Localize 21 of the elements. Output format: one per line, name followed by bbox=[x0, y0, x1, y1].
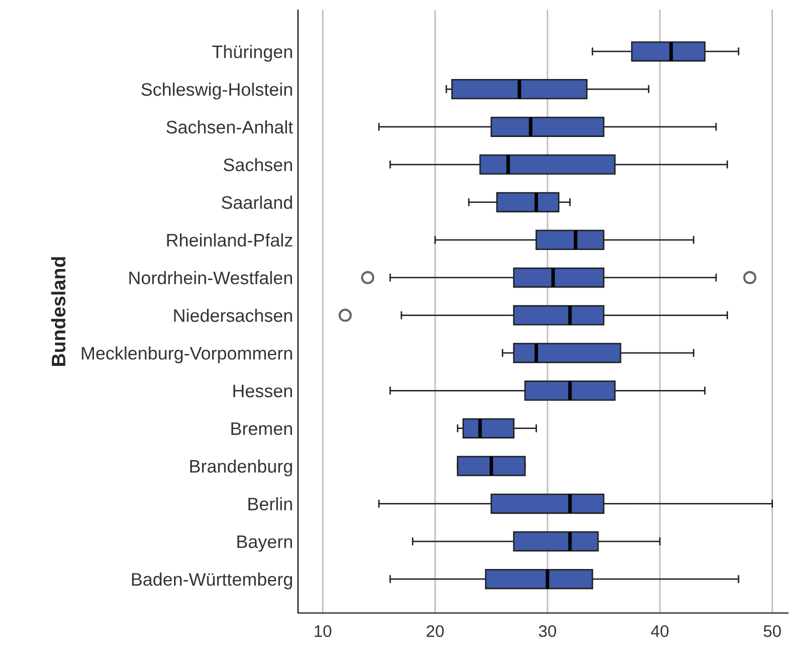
x-tick-label: 50 bbox=[764, 625, 781, 638]
y-tick-label: Rheinland-Pfalz bbox=[167, 233, 292, 247]
y-tick-label: Schleswig-Holstein bbox=[141, 82, 292, 100]
x-tick-label: 10 bbox=[314, 625, 332, 638]
y-tick-label: Thüringen bbox=[212, 44, 292, 62]
y-tick-label: Nordrhein-Westfalen bbox=[129, 271, 292, 284]
y-tick-label: Mecklenburg-Vorpommern bbox=[82, 346, 292, 364]
y-tick-label: Sachsen-Anhalt bbox=[166, 120, 294, 134]
x-tick-label: 30 bbox=[538, 625, 556, 638]
y-tick-label: Bayern bbox=[237, 536, 292, 552]
y-tick-label: Brandenburg bbox=[190, 459, 292, 476]
y-axis-title: Bundesland bbox=[51, 257, 66, 366]
y-tick-label: Hessen bbox=[233, 384, 292, 398]
x-tick-label: 40 bbox=[650, 625, 668, 638]
y-tick-label: Sachsen bbox=[224, 158, 292, 172]
x-tick-label: 20 bbox=[426, 625, 444, 638]
y-tick-label: Saarland bbox=[222, 196, 292, 209]
y-tick-label: Berlin bbox=[248, 497, 292, 510]
y-tick-label: Bremen bbox=[231, 422, 292, 436]
y-tick-label: Niedersachsen bbox=[174, 308, 292, 322]
y-tick-label: Baden-Württemberg bbox=[132, 572, 292, 590]
